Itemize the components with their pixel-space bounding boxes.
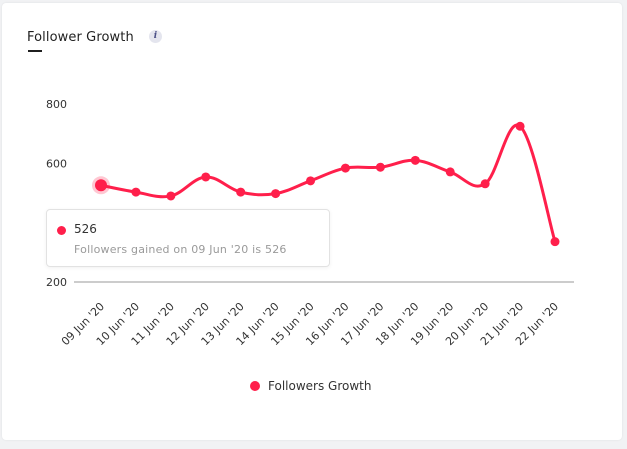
tooltip-value: 526 [74,222,97,236]
data-point-1[interactable] [131,187,141,197]
data-point-0[interactable] [95,179,107,192]
info-icon[interactable]: i [149,30,162,43]
data-point-4[interactable] [236,187,246,197]
data-point-13[interactable] [550,237,560,247]
legend-item-followers-growth[interactable]: Followers Growth [250,378,371,394]
data-points [92,121,560,247]
legend-label: Followers Growth [268,379,372,393]
data-point-8[interactable] [375,162,385,172]
data-point-9[interactable] [410,155,420,165]
title-underline [28,50,42,52]
legend-dot [250,381,260,391]
tooltip-description: Followers gained on 09 Jun '20 is 526 [74,243,287,256]
data-point-7[interactable] [340,163,350,173]
data-point-11[interactable] [480,179,490,189]
card-title: Follower Growth [27,30,134,45]
series-line-followers-growth [99,123,557,244]
y-tick-label-200: 200 [46,276,67,289]
data-point-5[interactable] [271,189,281,199]
data-point-3[interactable] [201,172,211,182]
data-point-2[interactable] [166,191,176,201]
y-tick-label-800: 800 [46,98,67,111]
data-point-6[interactable] [306,176,316,186]
tooltip-series-dot [57,226,66,235]
data-point-10[interactable] [445,167,455,177]
tooltip: 526 Followers gained on 09 Jun '20 is 52… [46,209,330,267]
data-point-12[interactable] [515,121,525,131]
y-tick-label-600: 600 [46,157,67,170]
y-axis: 800 600 200 [46,98,67,289]
